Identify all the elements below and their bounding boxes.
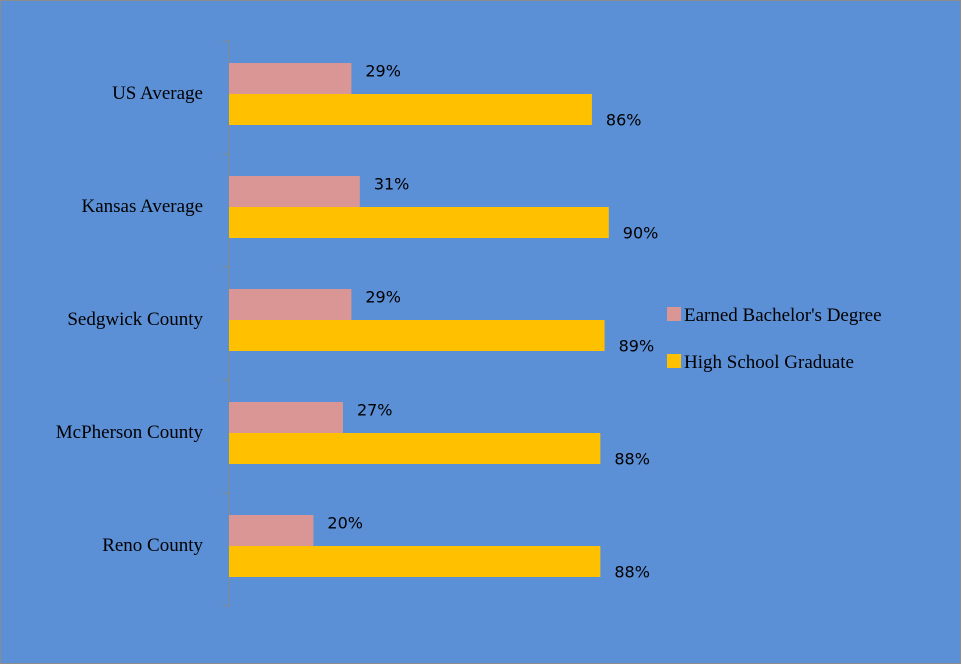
- category-label-sedgwick-county: Sedgwick County: [67, 309, 203, 330]
- bar-high-school-graduate-kansas-average: [229, 207, 609, 238]
- data-label-earned-bachelor-s-degree-reno-county: 20%: [327, 514, 363, 533]
- bar-earned-bachelor-s-degree-reno-county: [229, 515, 314, 546]
- data-label-earned-bachelor-s-degree-kansas-average: 31%: [374, 175, 410, 194]
- data-label-high-school-graduate-mcpherson-county: 88%: [614, 450, 650, 469]
- bar-high-school-graduate-us-average: [229, 94, 592, 125]
- legend-label-earned-bachelor-s-degree: Earned Bachelor's Degree: [684, 305, 882, 326]
- category-label-reno-county: Reno County: [102, 535, 203, 556]
- bar-high-school-graduate-mcpherson-county: [229, 433, 601, 464]
- category-label-kansas-average: Kansas Average: [81, 196, 203, 217]
- legend: Earned Bachelor's Degree High School Grad…: [667, 305, 882, 373]
- data-label-high-school-graduate-kansas-average: 90%: [623, 224, 659, 243]
- axis-layer: [223, 40, 230, 607]
- data-label-high-school-graduate-reno-county: 88%: [614, 563, 650, 582]
- legend-label-high-school-graduate: High School Graduate: [684, 352, 854, 373]
- data-label-high-school-graduate-us-average: 86%: [606, 111, 642, 130]
- bar-earned-bachelor-s-degree-us-average: [229, 63, 352, 94]
- data-label-earned-bachelor-s-degree-sedgwick-county: 29%: [365, 288, 401, 307]
- data-label-earned-bachelor-s-degree-mcpherson-county: 27%: [357, 401, 393, 420]
- data-label-earned-bachelor-s-degree-us-average: 29%: [365, 62, 401, 81]
- data-label-high-school-graduate-sedgwick-county: 89%: [619, 337, 655, 356]
- bar-earned-bachelor-s-degree-sedgwick-county: [229, 289, 352, 320]
- bar-earned-bachelor-s-degree-kansas-average: [229, 176, 360, 207]
- category-label-us-average: US Average: [112, 83, 203, 104]
- bars-layer: [229, 63, 609, 577]
- bar-high-school-graduate-reno-county: [229, 546, 601, 577]
- legend-swatch-earned-bachelor-s-degree: [667, 307, 681, 321]
- bar-earned-bachelor-s-degree-mcpherson-county: [229, 402, 343, 433]
- bar-high-school-graduate-sedgwick-county: [229, 320, 605, 351]
- legend-swatch-high-school-graduate: [667, 354, 681, 368]
- labels-layer: US Average 29% 86% Kansas Average 31% 90% Sedg…: [56, 62, 659, 582]
- category-label-mcpherson-county: McPherson County: [56, 422, 204, 443]
